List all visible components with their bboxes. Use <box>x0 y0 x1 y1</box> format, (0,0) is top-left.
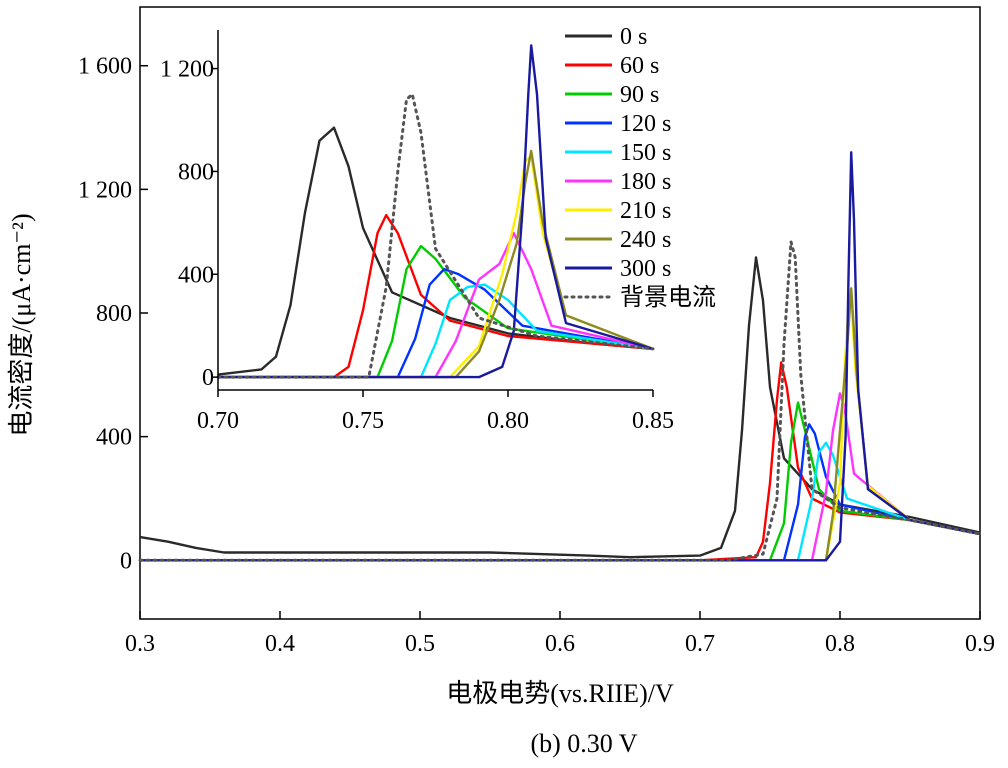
inset-x-tick-label: 0.80 <box>487 408 529 434</box>
main-y-tick-label: 0 <box>120 548 132 574</box>
inset-y-tick-label: 0 <box>202 365 214 391</box>
main-line-series-4 <box>140 441 981 562</box>
main-y-tick-label: 400 <box>96 425 132 451</box>
figure-caption: (b) 0.30 V <box>530 729 637 758</box>
inset-line-series-9 <box>216 92 655 379</box>
legend-label: 150 s <box>620 140 671 166</box>
inset-y-tick-label: 1 200 <box>160 57 214 83</box>
inset-line-series-8 <box>218 44 654 379</box>
inset-line-series-0 <box>217 126 654 376</box>
inset-plot-series <box>216 44 655 379</box>
inset-line-series-3 <box>218 267 654 379</box>
inset-y-tick-label: 400 <box>178 262 214 288</box>
main-line-series-2 <box>140 401 981 562</box>
legend-label: 0 s <box>620 24 647 50</box>
main-line-series-8 <box>140 151 981 562</box>
legend-label: 背景电流 <box>620 284 716 311</box>
main-x-tick-label: 0.7 <box>685 631 715 657</box>
main-x-tick-label: 0.9 <box>965 631 995 657</box>
main-x-tick-label: 0.8 <box>825 631 855 657</box>
legend-label: 300 s <box>620 256 671 282</box>
main-x-tick-label: 0.4 <box>265 631 295 657</box>
main-x-tick-label: 0.6 <box>545 631 575 657</box>
legend-label: 180 s <box>620 169 671 195</box>
inset-y-tick-label: 800 <box>178 159 214 185</box>
inset-line-series-4 <box>218 283 654 379</box>
legend-label: 120 s <box>620 111 671 137</box>
legend-label: 210 s <box>620 198 671 224</box>
main-y-tick-label: 1 600 <box>78 54 132 80</box>
inset-line-series-5 <box>218 231 654 379</box>
main-line-series-9 <box>138 240 982 562</box>
main-x-tick-label: 0.5 <box>405 631 435 657</box>
legend-label: 240 s <box>620 227 671 253</box>
main-y-tick-label: 800 <box>96 301 132 327</box>
inset-x-tick-label: 0.70 <box>197 408 239 434</box>
main-line-series-3 <box>140 423 981 562</box>
inset-x-tick-label: 0.75 <box>342 408 384 434</box>
y-axis-title: 电流密度/(μA·cm⁻²) <box>7 213 36 436</box>
main-y-tick-label: 1 200 <box>78 177 132 203</box>
inset-x-tick-label: 0.85 <box>632 408 674 434</box>
legend-label: 90 s <box>620 82 659 108</box>
legend-label: 60 s <box>620 53 659 79</box>
inset-line-series-1 <box>218 213 654 379</box>
main-plot-series <box>138 151 982 562</box>
main-axis-ticks: 0.3 0.4 0.5 0.6 0.7 0.8 0.9 0 400 800 1 200 1 600 <box>78 54 995 657</box>
inset-line-series-7 <box>218 149 654 379</box>
inset-line-series-2 <box>218 244 654 379</box>
main-line-series-1 <box>140 361 981 562</box>
main-x-tick-label: 0.3 <box>125 631 155 657</box>
legend: 0 s 60 s 90 s 120 s 150 s 180 s 210 s 240 s 300 … <box>563 24 716 311</box>
main-line-series-5 <box>140 392 981 562</box>
inset-axes: 0.70 0.75 0.80 0.85 0 400 800 1 200 <box>160 30 674 434</box>
x-axis-title: 电极电势(vs.RIIE)/V <box>446 679 674 708</box>
